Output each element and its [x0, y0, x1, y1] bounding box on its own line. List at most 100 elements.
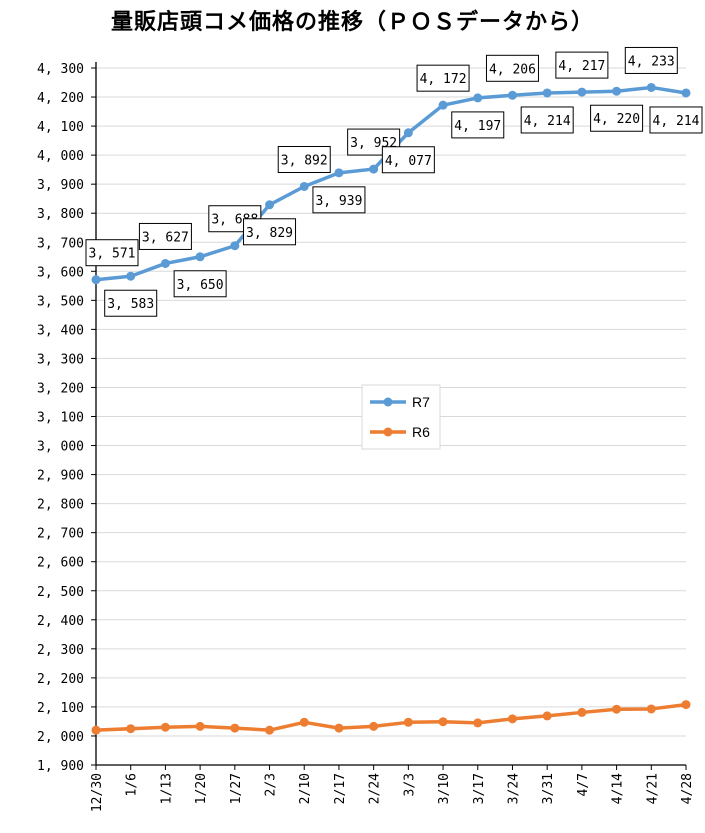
y-tick-label: 2, 400 [37, 614, 84, 629]
series-line-r6 [95, 702, 687, 732]
data-point-r6 [230, 723, 240, 733]
data-point-r6 [507, 714, 517, 724]
data-point-r6 [195, 721, 205, 731]
data-label-r7: 4, 214 [524, 114, 571, 129]
y-tick-label: 2, 300 [37, 643, 84, 658]
y-tick-label: 2, 700 [37, 527, 84, 542]
data-label-r7: 3, 650 [177, 278, 224, 293]
data-label-r7: 4, 214 [653, 114, 700, 129]
y-tick-label: 2, 800 [37, 498, 84, 513]
y-tick-label: 1, 900 [37, 759, 84, 774]
data-label-box-r7 [173, 270, 227, 298]
x-tick-label: 4/14 [611, 773, 626, 804]
data-point-r7 [403, 128, 413, 138]
data-label-box-r7 [555, 51, 609, 79]
data-point-r6 [334, 723, 344, 733]
data-label-r7: 4, 217 [558, 59, 605, 74]
x-tick-label: 2/24 [368, 773, 383, 804]
legend-marker-r6 [383, 427, 393, 437]
y-tick-label: 4, 200 [37, 91, 84, 106]
x-tick-label: 4/21 [645, 773, 660, 804]
data-label-r7: 4, 077 [385, 154, 432, 169]
data-point-r7 [438, 100, 448, 110]
x-tick-label: 1/6 [125, 773, 140, 796]
data-label-box-r7 [85, 239, 139, 267]
data-point-r7 [681, 88, 691, 98]
x-tick-label: 1/27 [229, 773, 244, 804]
y-tick-label: 2, 200 [37, 672, 84, 687]
data-label-box-r7 [104, 289, 158, 317]
y-tick-label: 2, 900 [37, 469, 84, 484]
data-point-r7 [507, 90, 517, 100]
x-tick-label: 2/10 [298, 773, 313, 804]
y-tick-label: 2, 600 [37, 556, 84, 571]
y-tick-label: 3, 500 [37, 294, 84, 309]
x-tick-label: 2/3 [264, 773, 279, 796]
legend-box [361, 384, 441, 450]
y-tick-label: 3, 900 [37, 178, 84, 193]
y-tick-labels: 1, 900 2, 000 2, 100 2, 200 2, 300 2, 400 2, 5… [37, 62, 84, 774]
data-point-r6 [646, 704, 656, 714]
legend-marker-r7 [383, 397, 393, 407]
y-tick-label: 3, 300 [37, 352, 84, 367]
data-point-r7 [473, 93, 483, 103]
axes [91, 62, 687, 770]
data-label-r7: 4, 233 [628, 54, 675, 69]
data-label-box-r7 [624, 46, 678, 74]
x-tick-label: 12/30 [90, 773, 105, 812]
x-tick-label: 3/17 [472, 773, 487, 804]
data-label-r7: 3, 571 [89, 247, 136, 262]
data-point-r7 [542, 88, 552, 98]
x-tick-label: 3/24 [506, 773, 521, 804]
data-point-r6 [473, 718, 483, 728]
data-point-r7 [577, 87, 587, 97]
data-point-r6 [403, 717, 413, 727]
legend: R7 R6 [361, 384, 441, 450]
legend-entry-r6: R6 [412, 424, 430, 440]
y-tick-label: 3, 700 [37, 236, 84, 251]
data-label-r7: 4, 197 [454, 119, 501, 134]
data-point-r7 [612, 86, 622, 96]
y-tick-label: 3, 600 [37, 265, 84, 280]
y-tick-label: 2, 100 [37, 701, 84, 716]
data-point-r7 [646, 82, 656, 92]
data-point-r6 [369, 721, 379, 731]
data-label-r7: 3, 892 [281, 153, 328, 168]
data-point-r7 [334, 168, 344, 178]
y-tick-label: 2, 000 [37, 730, 84, 745]
data-point-r7 [160, 258, 170, 268]
x-tick-label: 3/31 [541, 773, 556, 804]
data-label-box-r7 [520, 106, 574, 134]
data-point-r7 [91, 275, 101, 285]
data-point-r6 [612, 704, 622, 714]
data-label-box-r7 [381, 146, 435, 174]
x-tick-label: 4/28 [680, 773, 695, 804]
data-label-r7: 3, 627 [142, 230, 189, 245]
data-point-r6 [577, 707, 587, 717]
y-tick-label: 3, 800 [37, 207, 84, 222]
data-point-r7 [230, 241, 240, 251]
y-tick-label: 4, 100 [37, 120, 84, 135]
data-label-r7: 3, 829 [246, 226, 293, 241]
data-point-r6 [265, 725, 275, 735]
data-point-r6 [91, 725, 101, 735]
y-tick-label: 4, 000 [37, 149, 84, 164]
y-tick-label: 4, 300 [37, 62, 84, 77]
data-point-r7 [126, 271, 136, 281]
data-point-r7 [299, 181, 309, 191]
x-tick-label: 3/3 [402, 773, 417, 796]
x-tick-label: 2/17 [333, 773, 348, 804]
data-point-r6 [160, 722, 170, 732]
y-tick-label: 3, 200 [37, 381, 84, 396]
data-label-r7: 3, 583 [107, 297, 154, 312]
data-point-r6 [438, 717, 448, 727]
x-tick-label: 1/20 [194, 773, 209, 804]
data-label-box-r7 [590, 104, 644, 132]
y-tick-label: 3, 100 [37, 411, 84, 426]
x-tick-label: 4/7 [576, 773, 591, 796]
data-point-r6 [542, 711, 552, 721]
data-label-box-r7 [416, 64, 470, 92]
data-label-r7: 4, 220 [593, 112, 640, 127]
